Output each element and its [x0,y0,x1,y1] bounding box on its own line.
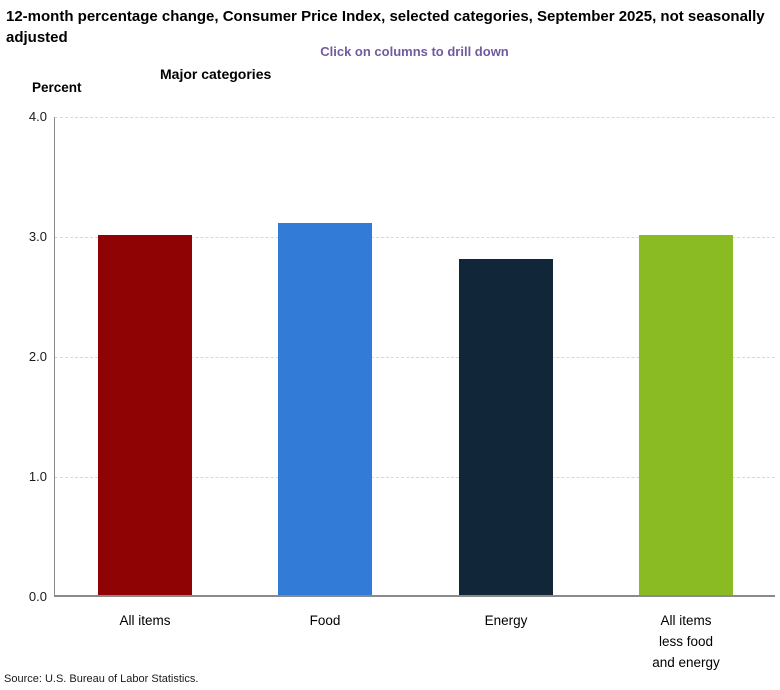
bar-all-items[interactable] [98,235,192,595]
drilldown-hint: Click on columns to drill down [320,44,509,59]
gridline-2.0 [55,357,775,358]
bar-all-items-less-food-and-energy[interactable] [639,235,733,595]
chart-title: 12-month percentage change, Consumer Pri… [6,8,765,46]
y-tick-label-0.0: 0.0 [28,589,47,604]
y-axis-unit-label: Percent [32,80,82,95]
gridline-1.0 [55,477,775,478]
series-label: Major categories [160,66,272,82]
x-axis-label-all-items: All items [119,613,171,628]
source-note: Source: U.S. Bureau of Labor Statistics. [4,673,199,685]
plot-area: 0.0 1.0 2.0 3.0 4.0 All items Food Energy All it… [29,109,775,670]
x-axis-label-food: Food [309,613,341,628]
y-tick-label-1.0: 1.0 [28,469,47,484]
x-axis-label-all-items-less-food-and-energy: All items less food and energy [652,613,720,670]
x-axis-label-energy: Energy [484,613,528,628]
y-tick-label-2.0: 2.0 [28,349,47,364]
y-tick-label-3.0: 3.0 [28,229,47,244]
y-tick-label-4.0: 4.0 [28,109,47,124]
gridline-4.0 [55,117,775,118]
bar-energy[interactable] [459,259,553,595]
gridline-3.0 [55,237,775,238]
bar-food[interactable] [278,223,372,595]
